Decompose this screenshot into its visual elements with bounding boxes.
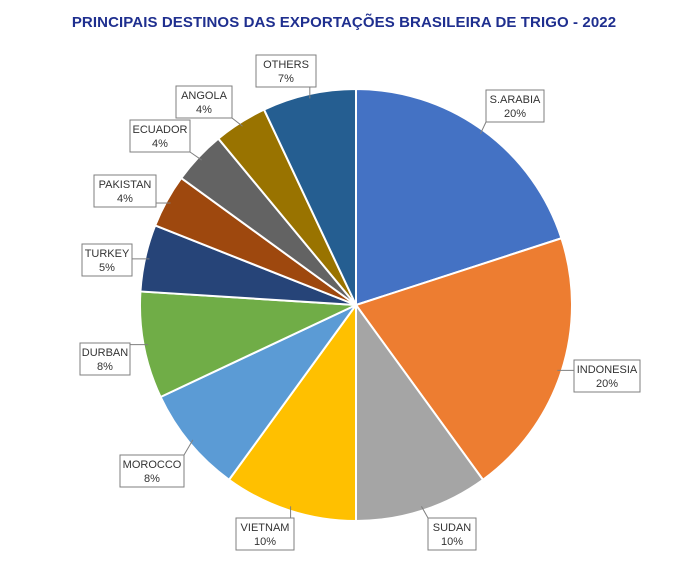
- data-label-box: [255, 54, 317, 88]
- data-label-name: TURKEY: [85, 248, 130, 260]
- data-label-name: ECUADOR: [132, 124, 187, 136]
- leader-line-morocco: [183, 439, 194, 456]
- pie-slice-others: [262, 87, 357, 306]
- data-label-name: SUDAN: [433, 522, 472, 534]
- data-label-ecuador: ECUADOR 4%: [129, 119, 191, 153]
- data-label-value: 8%: [97, 361, 113, 373]
- data-label-box: [119, 454, 185, 488]
- data-label-value: 4%: [152, 138, 168, 150]
- data-label-durban: DURBAN 8%: [79, 342, 131, 376]
- leader-line-ecuador: [189, 151, 202, 161]
- data-label-value: 5%: [99, 262, 115, 274]
- data-label-value: 10%: [441, 536, 463, 548]
- leader-line-angola: [231, 117, 243, 127]
- data-label-box: [129, 119, 191, 153]
- data-label-name: ANGOLA: [181, 90, 228, 102]
- data-label-name: PAKISTAN: [99, 179, 152, 191]
- data-label-indonesia: INDONESIA 20%: [573, 359, 641, 393]
- data-label-s-arabia: S.ARABIA 20%: [485, 89, 545, 123]
- pie-slice-morocco: [159, 304, 357, 482]
- pie-slice-indonesia: [354, 236, 573, 482]
- data-label-turkey: TURKEY 5%: [81, 243, 133, 277]
- data-label-name: MOROCCO: [123, 459, 182, 471]
- data-label-value: 4%: [196, 104, 212, 116]
- data-label-value: 10%: [254, 536, 276, 548]
- data-label-value: 7%: [278, 73, 294, 85]
- chart-title: PRINCIPAIS DESTINOS DAS EXPORTAÇÕES BRAS…: [71, 14, 617, 31]
- data-label-sudan: SUDAN 10%: [427, 517, 477, 551]
- data-label-value: 20%: [596, 378, 618, 390]
- data-label-box: [427, 517, 477, 551]
- data-label-morocco: MOROCCO 8%: [119, 454, 185, 488]
- data-label-others: OTHERS 7%: [255, 54, 317, 88]
- pie-slices: [139, 87, 573, 523]
- data-label-name: VIETNAM: [241, 522, 290, 534]
- pie-slice-s-arabia: [355, 87, 563, 307]
- data-label-box: [485, 89, 545, 123]
- data-label-name: INDONESIA: [577, 364, 638, 376]
- pie-slice-durban: [139, 290, 357, 399]
- data-label-name: OTHERS: [263, 59, 309, 71]
- data-label-angola: ANGOLA 4%: [175, 85, 233, 119]
- data-label-box: [79, 342, 131, 376]
- label-leader-lines: [130, 87, 574, 519]
- data-label-value: 4%: [117, 193, 133, 205]
- data-labels: S.ARABIA 20% INDONESIA 20% SUDAN 10% VIETNAM 10…: [79, 54, 641, 551]
- pie-slice-sudan: [355, 301, 485, 523]
- data-label-box: [235, 517, 295, 551]
- data-label-box: [175, 85, 233, 119]
- data-label-value: 20%: [504, 108, 526, 120]
- data-label-value: 8%: [144, 473, 160, 485]
- data-label-box: [93, 174, 157, 208]
- data-label-vietnam: VIETNAM 10%: [235, 517, 295, 551]
- data-label-name: DURBAN: [82, 347, 129, 359]
- data-label-box: [573, 359, 641, 393]
- leader-line-sudan: [420, 506, 429, 519]
- data-label-name: S.ARABIA: [490, 94, 541, 106]
- data-label-box: [81, 243, 133, 277]
- leader-line-s-arabia: [479, 121, 487, 134]
- pie-slice-vietnam: [227, 301, 357, 523]
- data-label-pakistan: PAKISTAN 4%: [93, 174, 157, 208]
